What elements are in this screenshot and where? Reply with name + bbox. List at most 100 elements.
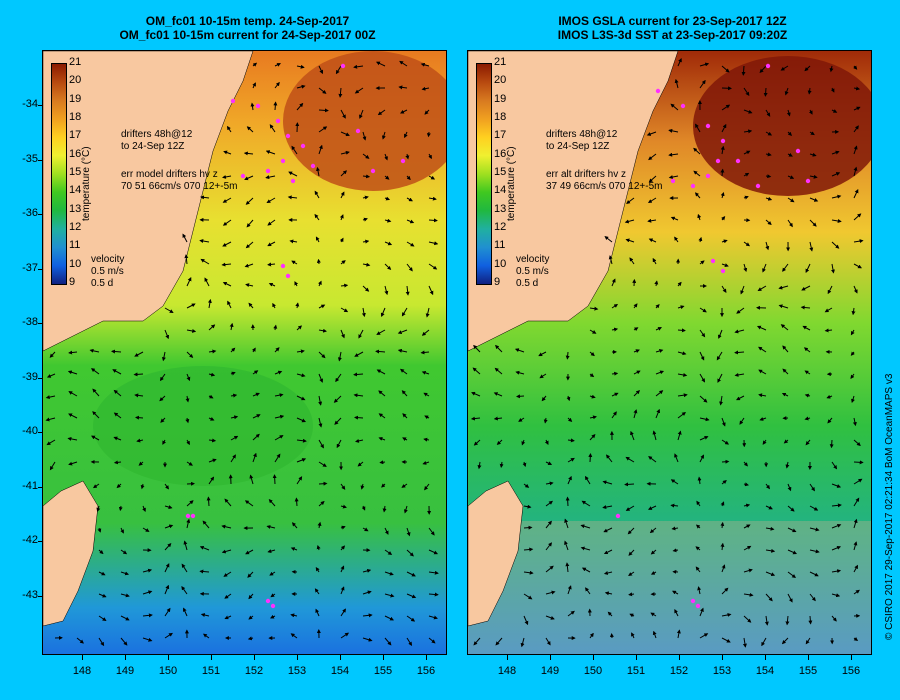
current-arrow — [721, 564, 726, 573]
current-arrow — [759, 417, 767, 421]
current-arrow — [589, 373, 595, 378]
current-arrow — [805, 263, 811, 274]
current-arrow — [334, 417, 342, 425]
current-arrow — [403, 505, 408, 514]
current-arrow — [827, 285, 833, 295]
current-arrow — [200, 258, 210, 265]
current-arrow — [318, 417, 323, 428]
current-arrow — [244, 263, 254, 268]
current-arrow — [611, 392, 619, 397]
current-arrow — [136, 438, 144, 443]
current-arrow — [805, 439, 811, 446]
colorbar-tick-label: 11 — [69, 239, 81, 252]
colorbar-tick-label: 14 — [69, 184, 82, 197]
current-arrow — [290, 547, 298, 551]
current-arrow — [765, 131, 773, 136]
current-arrow — [164, 505, 173, 509]
current-arrow — [743, 568, 753, 573]
current-arrow — [296, 102, 304, 111]
current-arrow — [545, 461, 553, 466]
current-arrow — [318, 351, 326, 359]
longitude-label: 156 — [841, 665, 861, 677]
current-arrow — [628, 549, 635, 556]
current-arrow — [853, 239, 864, 244]
current-arrow — [853, 188, 859, 199]
current-arrow — [224, 615, 232, 620]
current-arrow — [46, 373, 56, 378]
current-arrow — [186, 276, 192, 287]
current-arrow — [314, 213, 320, 221]
current-arrow — [802, 325, 811, 331]
current-arrow — [224, 593, 232, 599]
current-arrow — [545, 565, 554, 573]
current-arrow — [829, 65, 834, 73]
current-arrow — [362, 285, 370, 292]
current-arrow — [734, 329, 745, 334]
current-arrow — [800, 305, 811, 310]
current-arrow — [98, 637, 105, 647]
current-arrow — [697, 213, 702, 221]
current-arrow — [765, 152, 772, 157]
current-arrow — [182, 233, 188, 243]
current-arrow — [699, 417, 710, 422]
current-arrow — [291, 522, 298, 529]
current-arrow — [186, 303, 196, 309]
current-arrow — [424, 415, 430, 420]
current-arrow — [804, 393, 811, 398]
current-arrow — [764, 615, 769, 626]
current-arrow — [699, 62, 710, 67]
current-arrow — [120, 615, 130, 621]
longitude-tick — [808, 655, 809, 660]
current-arrow — [113, 460, 122, 465]
current-arrow — [787, 131, 793, 137]
current-arrow — [288, 171, 298, 177]
current-arrow — [274, 63, 282, 67]
current-arrow — [230, 393, 238, 398]
current-arrow — [695, 566, 701, 573]
current-arrow — [720, 521, 725, 529]
current-arrow — [699, 329, 706, 338]
current-arrow — [611, 327, 619, 332]
current-arrow — [296, 438, 307, 443]
current-arrow — [384, 241, 393, 246]
current-arrow — [68, 461, 78, 466]
current-arrow — [496, 439, 503, 445]
colorbar-tick-label: 15 — [69, 166, 82, 178]
current-arrow — [743, 129, 753, 134]
current-arrow — [625, 238, 635, 243]
current-arrow — [522, 461, 527, 468]
error-stats: err model drifters hv z 70 51 66cm/s 070 … — [121, 169, 238, 192]
current-arrow — [740, 285, 745, 295]
current-arrow — [199, 569, 210, 574]
current-arrow — [45, 417, 56, 422]
current-arrow — [633, 303, 638, 309]
current-arrow — [804, 65, 811, 72]
current-arrow — [743, 109, 753, 114]
current-arrow — [428, 527, 435, 536]
current-arrow — [296, 395, 306, 401]
current-arrow — [809, 174, 818, 179]
current-arrow — [362, 590, 372, 595]
current-arrow — [333, 395, 342, 403]
current-arrow — [248, 593, 254, 600]
current-arrow — [397, 348, 408, 353]
current-arrow — [831, 241, 840, 249]
current-arrow — [186, 351, 194, 358]
longitude-label: 149 — [115, 665, 135, 677]
current-arrow — [655, 408, 661, 419]
current-arrow — [721, 285, 727, 293]
current-arrow — [743, 503, 751, 508]
current-arrow — [382, 505, 387, 513]
current-arrow — [316, 258, 321, 265]
current-arrow — [112, 369, 122, 375]
cold-eddy — [93, 366, 313, 486]
current-arrow — [230, 454, 236, 463]
current-arrow — [782, 263, 789, 272]
current-arrow — [716, 351, 723, 361]
current-arrow — [717, 329, 723, 339]
latitude-tick — [38, 541, 43, 542]
current-arrow — [268, 498, 276, 507]
current-arrow — [699, 435, 709, 441]
current-arrow — [853, 497, 860, 507]
current-arrow — [565, 496, 570, 507]
